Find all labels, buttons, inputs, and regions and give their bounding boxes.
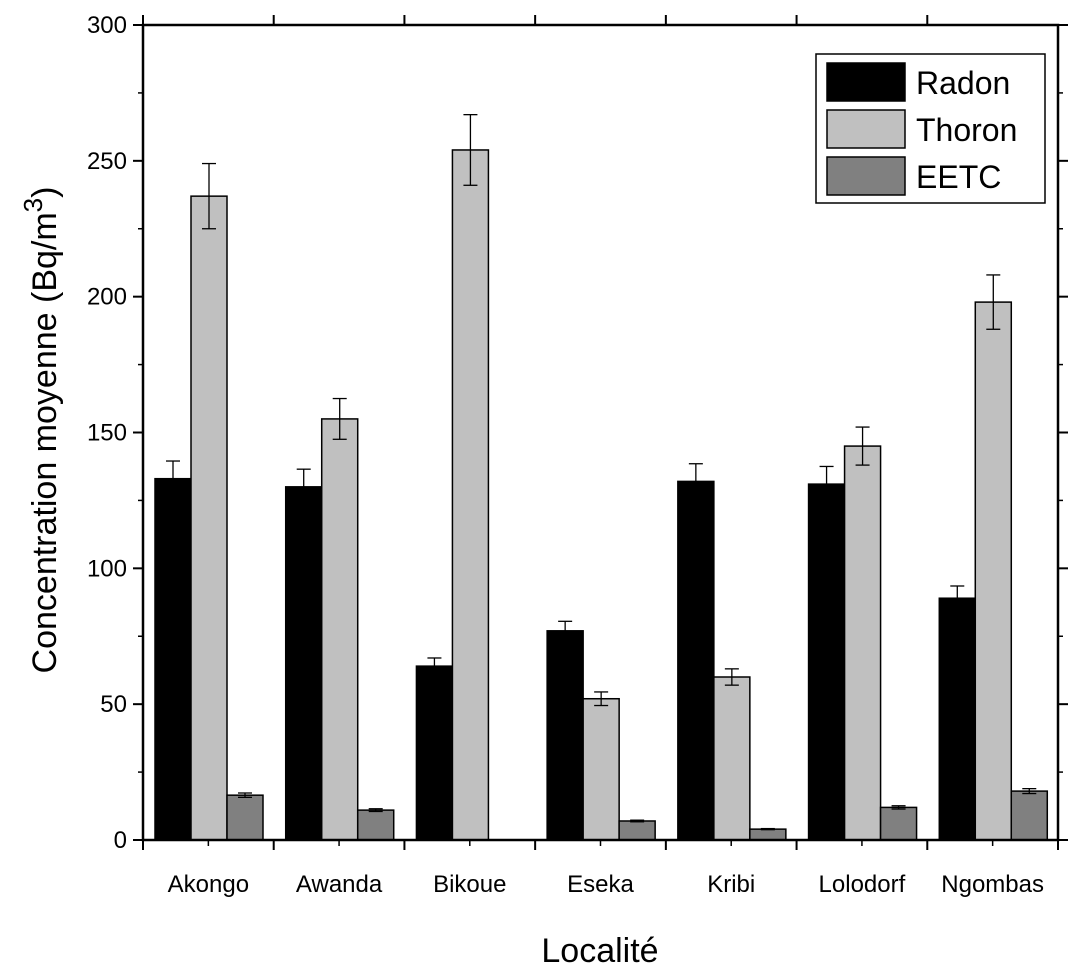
x-tick-label: Eseka xyxy=(567,871,634,898)
bar-eetc xyxy=(879,806,918,841)
bar-thoron xyxy=(974,301,1013,841)
bar-eetc xyxy=(226,794,264,841)
bar-radon xyxy=(415,665,454,841)
y-axis-title-close: ) xyxy=(26,187,64,198)
y-tick-label: 150 xyxy=(87,420,127,447)
legend: Radon Thoron EETC xyxy=(815,53,1046,204)
legend-label-thoron: Thoron xyxy=(916,112,1017,148)
y-tick-label: 250 xyxy=(87,148,127,175)
bar-thoron xyxy=(451,149,490,841)
plot-frame xyxy=(141,23,1060,842)
error-bars xyxy=(166,114,1037,831)
y-axis-title-superscript: 3 xyxy=(18,198,48,212)
y-tick-label: 50 xyxy=(100,691,127,718)
bar-radon xyxy=(938,597,977,841)
x-axis-title: Localité xyxy=(541,932,658,967)
legend-swatch-thoron xyxy=(826,109,906,149)
bar-eetc xyxy=(749,828,787,841)
bar-radon xyxy=(546,630,584,841)
bar-eetc xyxy=(1010,790,1049,841)
bar-eetc xyxy=(618,820,656,841)
y-tick-label: 0 xyxy=(114,827,127,854)
bar-radon xyxy=(284,486,323,841)
legend-label-radon: Radon xyxy=(916,65,1010,101)
y-tick-label: 200 xyxy=(87,284,127,311)
bar-radon xyxy=(154,477,192,841)
y-tick-label: 100 xyxy=(87,555,127,582)
bar-thoron xyxy=(582,697,620,841)
x-tick-label: Akongo xyxy=(168,871,249,898)
bar-thoron xyxy=(713,676,751,841)
x-tick-label: Ngombas xyxy=(941,871,1044,898)
x-tick-label: Bikoue xyxy=(433,871,506,898)
bar-series xyxy=(154,149,1049,841)
bar-radon xyxy=(807,483,846,841)
x-tick-label: Kribi xyxy=(707,871,755,898)
y-axis-ticks: 0 50 100 150 200 250 300 xyxy=(87,12,1068,854)
legend-swatch-radon xyxy=(826,62,906,102)
y-tick-label: 300 xyxy=(87,12,127,39)
legend-swatch-eetc xyxy=(826,156,906,196)
bar-thoron xyxy=(320,418,359,841)
x-tick-label: Awanda xyxy=(296,871,383,898)
bar-thoron xyxy=(190,195,228,841)
legend-label-eetc: EETC xyxy=(916,159,1001,195)
y-axis-title-main: Concentration moyenne (Bq/m xyxy=(26,212,64,673)
bar-eetc xyxy=(356,809,395,841)
x-tick-label: Lolodorf xyxy=(819,871,906,898)
y-axis-title: Concentration moyenne (Bq/m3) xyxy=(18,187,64,674)
x-axis-ticks: Akongo Awanda Bikoue Eseka Kribi Lolodorf Ngom… xyxy=(142,15,1059,898)
bar-radon xyxy=(677,480,715,841)
bar-thoron xyxy=(843,445,882,841)
